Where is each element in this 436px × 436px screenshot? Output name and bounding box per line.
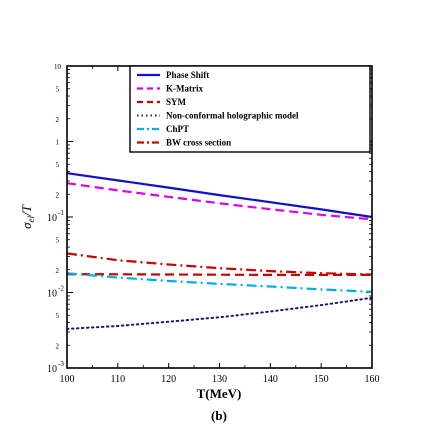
- legend: Phase Shift K-Matrix SYM Non-conformal holo…: [129, 65, 371, 153]
- x-tick-label: 120: [161, 374, 176, 385]
- x-tick-label: 100: [60, 374, 75, 385]
- y-tick-label: 10: [47, 364, 57, 375]
- y-tick-exponent: -2: [58, 285, 64, 293]
- x-tick-label: 150: [314, 374, 329, 385]
- series-line-1: [67, 182, 372, 221]
- x-tick-label: 110: [111, 374, 126, 385]
- y-tick-label: 10: [47, 213, 57, 224]
- y-tick-label: 1: [56, 139, 60, 147]
- y-minor-tick-label: 2: [56, 267, 60, 275]
- x-tick-label: 140: [263, 374, 278, 385]
- y-tick-exponent: -1: [58, 209, 64, 217]
- x-axis-title: T(MeV): [197, 386, 242, 401]
- series-layer: [67, 172, 372, 330]
- y-axis-title: σel/T: [19, 204, 36, 229]
- legend-label: ChPT: [166, 124, 189, 134]
- y-axis-title-text: σel/T: [19, 204, 36, 229]
- x-tick-label: 130: [212, 374, 227, 385]
- y-tick-label: 10: [54, 63, 62, 71]
- y-minor-tick-label: 5: [56, 86, 60, 94]
- y-minor-tick-label: 5: [56, 161, 60, 169]
- legend-label: K-Matrix: [166, 84, 203, 94]
- series-line-5: [67, 252, 372, 276]
- series-line-0: [67, 172, 372, 219]
- y-minor-tick-label: 2: [56, 191, 60, 199]
- y-minor-tick-label: 5: [56, 312, 60, 320]
- legend-label: Non-conformal holographic model: [166, 111, 299, 121]
- legend-label: SYM: [166, 97, 187, 107]
- x-tick-label: 160: [365, 374, 380, 385]
- series-line-4: [67, 272, 372, 293]
- y-minor-tick-label: 2: [56, 342, 60, 350]
- legend-box: [129, 65, 371, 153]
- y-minor-tick-label: 5: [56, 237, 60, 245]
- y-minor-tick-label: 2: [56, 116, 60, 124]
- panel-label: (b): [211, 408, 227, 423]
- series-line-2: [67, 273, 372, 276]
- series-line-3: [67, 296, 372, 330]
- legend-label: Phase Shift: [166, 70, 209, 80]
- y-tick-exponent: -3: [58, 360, 64, 368]
- y-tick-label: 10: [47, 289, 57, 300]
- legend-label: BW cross section: [166, 138, 231, 148]
